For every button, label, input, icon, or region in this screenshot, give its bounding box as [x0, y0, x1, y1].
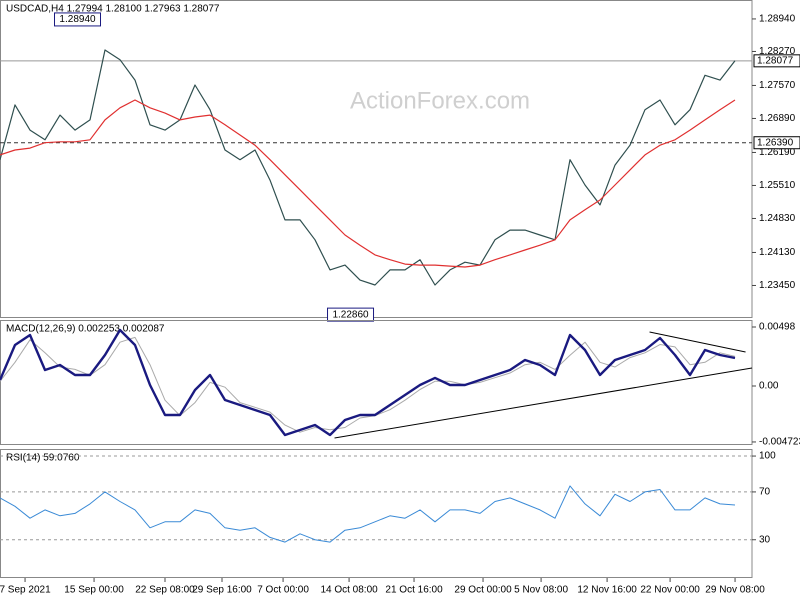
annotation-box — [54, 12, 102, 27]
x-tick-label: 29 Nov 08:00 — [705, 585, 765, 596]
y-tick-label: 1.23450 — [759, 280, 796, 291]
x-tick-label: 29 Oct 00:00 — [454, 585, 512, 596]
level-label: 1.28077 — [757, 55, 794, 66]
series-line — [0, 328, 736, 437]
x-tick-label: 29 Sep 16:00 — [192, 585, 252, 596]
level-label-box — [753, 54, 800, 68]
y-tick-label: 70 — [759, 487, 771, 498]
annotation-label: 1.22860 — [332, 309, 369, 320]
level-label-box — [753, 136, 800, 150]
trendline — [649, 331, 746, 353]
x-tick-label: 5 Nov 08:00 — [514, 585, 568, 596]
panel-frame — [0, 320, 753, 445]
panel-title: RSI(14) 59.0760 — [6, 453, 80, 464]
y-tick-label: 1.24130 — [759, 247, 796, 258]
panel-title: USDCAD,H4 1.27994 1.28100 1.27963 1.2807… — [6, 4, 220, 15]
y-tick-label: 0.00498 — [759, 322, 796, 333]
trendline — [334, 367, 753, 439]
level-label: 1.26390 — [757, 137, 794, 148]
x-tick-label: 14 Oct 08:00 — [320, 585, 378, 596]
y-tick-label: 0.00 — [759, 381, 779, 392]
x-tick-label: 7 Sep 2021 — [0, 585, 51, 596]
panel-frame — [0, 449, 753, 578]
y-tick-label: 30 — [759, 534, 771, 545]
x-tick-label: 7 Oct 00:00 — [257, 585, 309, 596]
series-line — [0, 336, 736, 433]
y-tick-label: 1.26190 — [759, 147, 796, 158]
annotation-box — [327, 307, 375, 322]
y-tick-label: 1.24830 — [759, 213, 796, 224]
watermark: ActionForex.com — [350, 87, 530, 114]
annotation-label: 1.28940 — [59, 14, 96, 25]
y-tick-label: 1.25510 — [759, 180, 796, 191]
series-line — [0, 99, 736, 268]
series-line — [0, 485, 736, 543]
x-tick-label: 15 Sep 00:00 — [64, 585, 124, 596]
series-line — [0, 49, 736, 286]
y-tick-label: 1.27570 — [759, 80, 796, 91]
x-tick-label: 22 Sep 08:00 — [135, 585, 195, 596]
y-tick-label: 1.28270 — [759, 46, 796, 57]
x-tick-label: 21 Oct 16:00 — [385, 585, 443, 596]
y-tick-label: -0.004723 — [759, 437, 800, 448]
y-tick-label: 1.26890 — [759, 113, 796, 124]
x-tick-label: 22 Nov 00:00 — [640, 585, 700, 596]
y-tick-label: 100 — [759, 451, 776, 462]
panel-title: MACD(12,26,9) 0.002253 0.002087 — [6, 324, 165, 335]
y-tick-label: 1.28940 — [759, 14, 796, 25]
x-tick-label: 12 Nov 16:00 — [577, 585, 637, 596]
